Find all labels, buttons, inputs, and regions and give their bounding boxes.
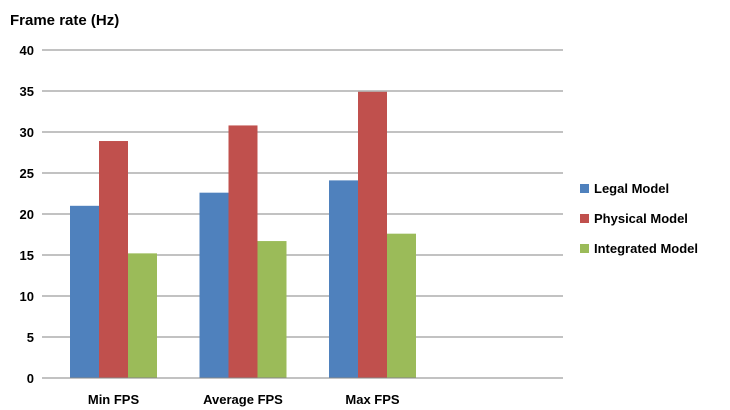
- bar-physical-model-min-fps: [99, 141, 128, 378]
- y-tick-label: 35: [20, 84, 34, 99]
- bar-physical-model-average-fps: [228, 125, 258, 378]
- bar-legal-model-average-fps: [199, 192, 229, 378]
- bar-physical-model-max-fps: [358, 91, 387, 378]
- y-tick-label: 0: [27, 371, 34, 386]
- legend-swatch: [580, 214, 589, 223]
- y-tick-label: 15: [20, 248, 34, 263]
- bar-integrated-model-average-fps: [257, 241, 287, 378]
- x-axis-labels: Min FPS Average FPS Max FPS: [88, 392, 400, 407]
- bar-integrated-model-min-fps: [128, 253, 157, 378]
- legend: Legal Model Physical Model Integrated Mode…: [580, 181, 698, 256]
- x-category-label: Max FPS: [345, 392, 400, 407]
- x-category-label: Average FPS: [203, 392, 283, 407]
- bars: [70, 91, 416, 378]
- y-tick-label: 5: [27, 330, 34, 345]
- bar-integrated-model-max-fps: [387, 233, 416, 378]
- y-tick-label: 25: [20, 166, 34, 181]
- y-tick-label: 30: [20, 125, 34, 140]
- bar-legal-model-max-fps: [329, 180, 358, 378]
- y-tick-label: 20: [20, 207, 34, 222]
- bar-legal-model-min-fps: [70, 205, 99, 378]
- legend-label: Legal Model: [594, 181, 669, 196]
- legend-label: Integrated Model: [594, 241, 698, 256]
- y-tick-label: 10: [20, 289, 34, 304]
- x-category-label: Min FPS: [88, 392, 140, 407]
- legend-swatch: [580, 244, 589, 253]
- chart-title: Frame rate (Hz): [10, 12, 119, 29]
- y-tick-label: 40: [20, 43, 34, 58]
- legend-swatch: [580, 184, 589, 193]
- legend-label: Physical Model: [594, 211, 688, 226]
- y-axis-ticks: 0 5 10 15 20 25 30 35 40: [20, 43, 34, 386]
